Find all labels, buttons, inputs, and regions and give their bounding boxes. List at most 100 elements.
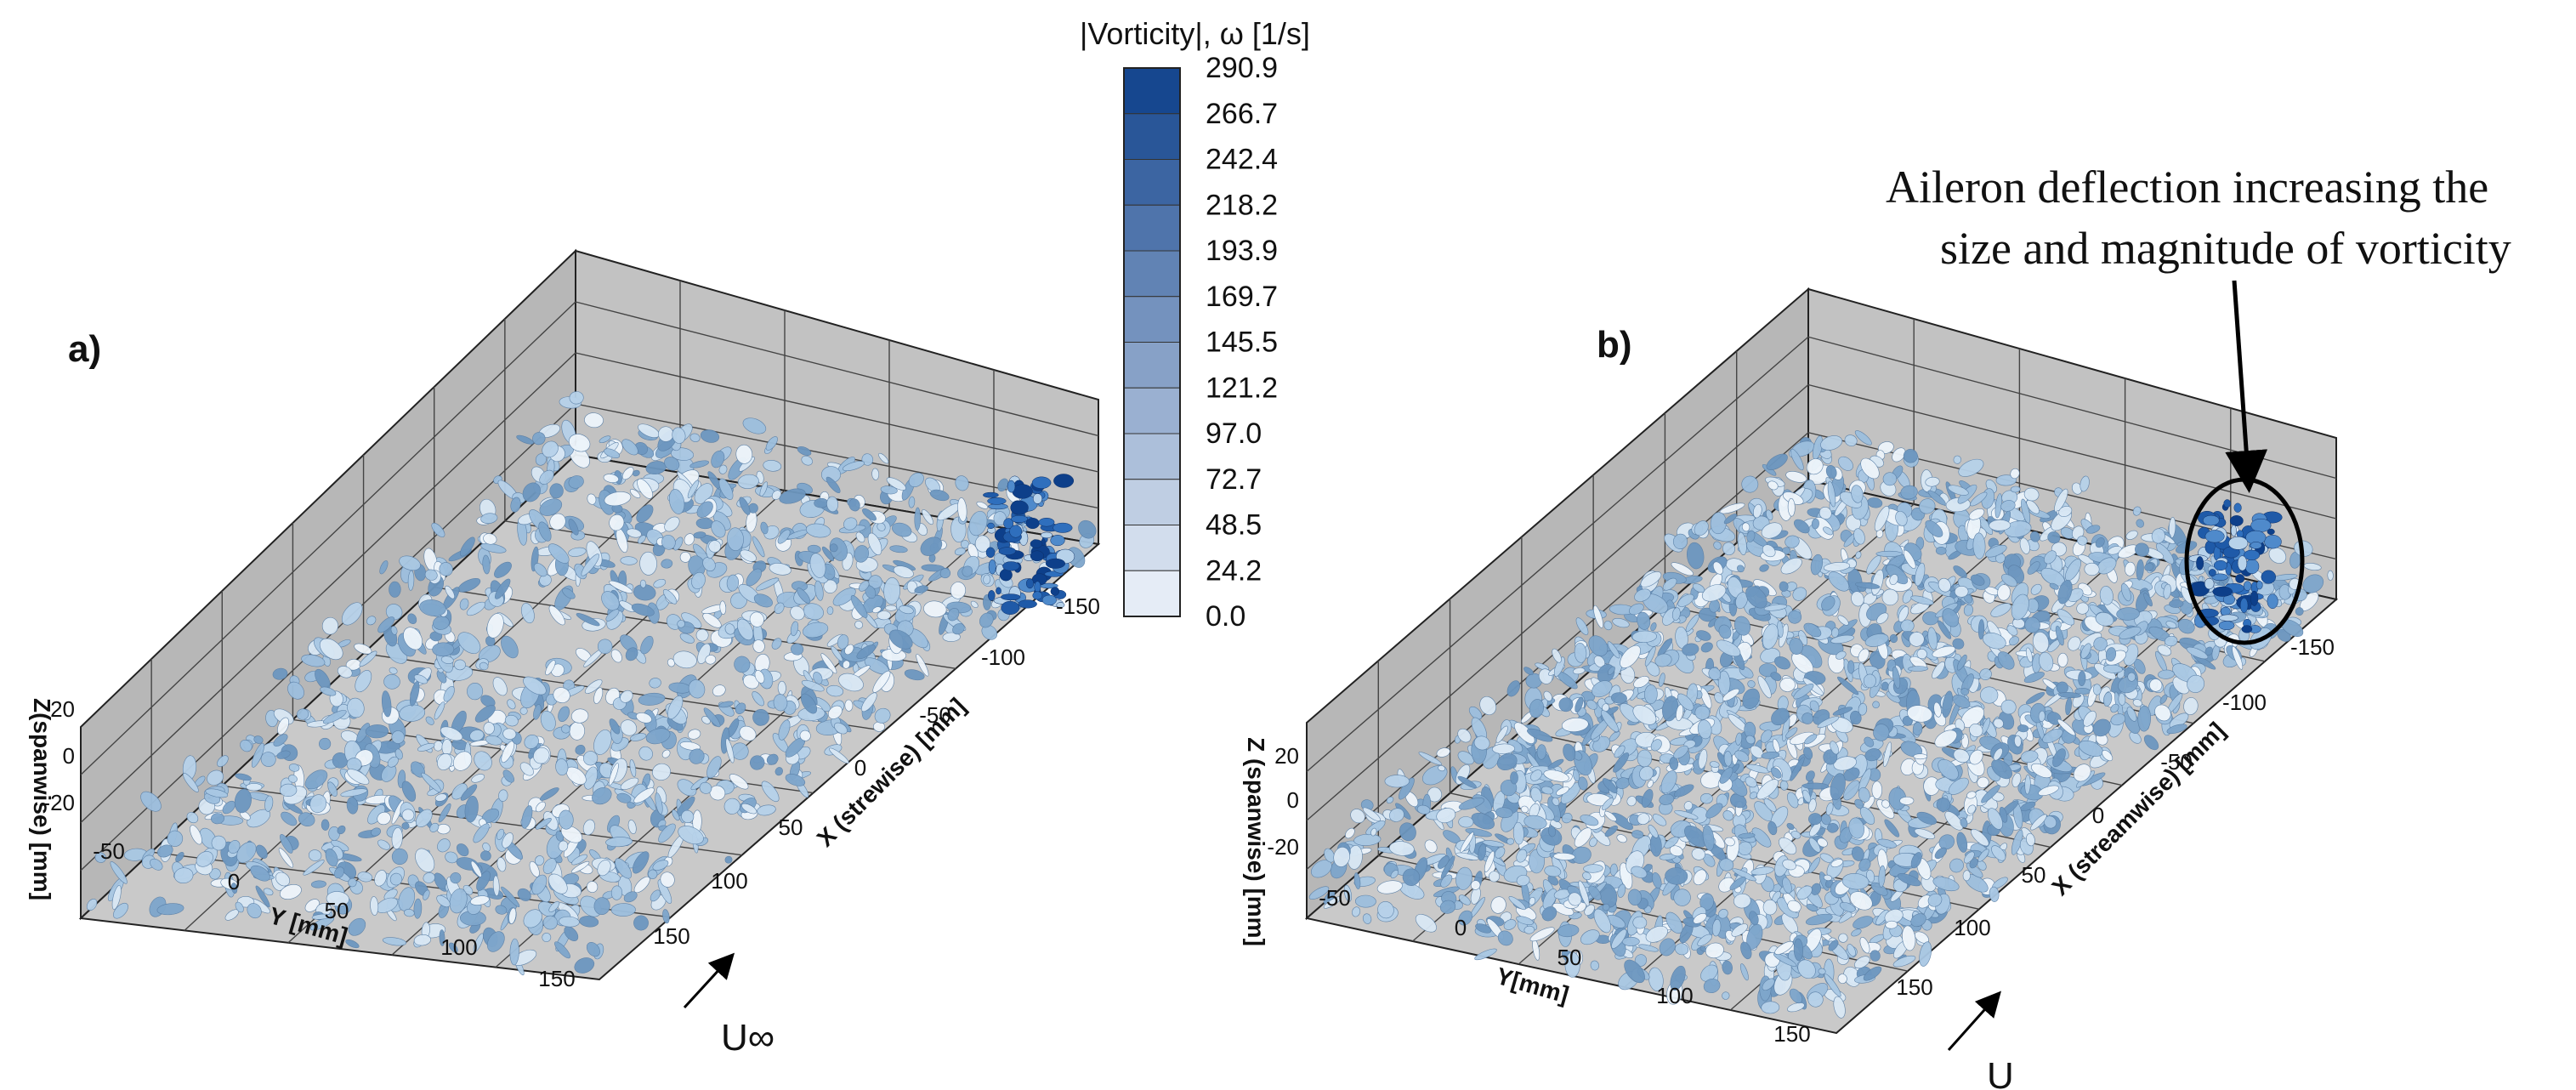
- vortex-blob: [790, 621, 799, 637]
- vortex-blob: [319, 737, 332, 750]
- vortex-blob: [494, 561, 512, 578]
- vortex-blob-high: [2237, 555, 2248, 571]
- vortex-blob: [752, 536, 765, 558]
- vortex-blob-high: [987, 497, 1007, 505]
- vortex-blob: [1989, 519, 2011, 531]
- vortex-blob: [309, 794, 327, 814]
- vortex-blob: [574, 957, 595, 974]
- vortex-blob: [1882, 472, 1898, 486]
- vortex-blob: [439, 929, 445, 946]
- vortex-blob: [1637, 749, 1653, 768]
- vortex-blob: [399, 555, 421, 571]
- vortex-blob: [684, 533, 695, 546]
- vortex-blob: [482, 554, 491, 575]
- vortex-blob: [734, 656, 751, 673]
- vortex-blob: [275, 871, 291, 887]
- vortex-blob: [892, 522, 912, 537]
- colorbar: |Vorticity|, ω [1/s] 290.9 266.7 242.4 218.…: [1080, 16, 1310, 633]
- vortex-blob: [1871, 781, 1883, 799]
- vortex-blob: [632, 469, 640, 477]
- vortex-blob: [638, 692, 666, 706]
- vortex-blob-high: [988, 559, 996, 575]
- vortex-blob: [610, 903, 636, 917]
- vortex-blob: [761, 781, 780, 803]
- vortex-blob: [549, 513, 566, 531]
- vortex-blob: [630, 733, 647, 741]
- vortex-blob: [545, 660, 556, 676]
- vortex-blob: [771, 638, 782, 650]
- vortex-blob: [1510, 771, 1518, 785]
- vortex-blob: [167, 830, 184, 847]
- vortex-blob: [1913, 753, 1928, 760]
- vortex-blob: [450, 872, 462, 884]
- vortex-blob: [637, 478, 653, 499]
- colorbar-cell: [1123, 387, 1181, 434]
- vortex-blob: [843, 660, 850, 669]
- vortex-blob: [871, 468, 880, 480]
- vortex-blob: [434, 793, 447, 802]
- vortex-blob: [739, 497, 751, 515]
- vortex-blob: [976, 501, 989, 509]
- vortex-blob: [190, 825, 202, 845]
- vortex-blob: [535, 801, 546, 813]
- vortex-blob: [834, 722, 848, 735]
- vortex-blob: [246, 783, 263, 792]
- vortex-blob: [868, 575, 882, 589]
- vortex-blob-high: [1053, 522, 1073, 533]
- colorbar-tick-label: 72.7: [1206, 463, 1262, 496]
- vortex-blob: [636, 504, 654, 523]
- vortex-blob-high: [1012, 484, 1033, 499]
- vortex-blob: [653, 578, 667, 588]
- vortex-blob: [814, 497, 829, 508]
- vortex-blob: [479, 661, 489, 671]
- y-tick-b-5: 150: [1773, 1021, 1810, 1047]
- z-tick-b-3: -20: [1267, 834, 1299, 860]
- vortex-blob: [854, 545, 870, 563]
- vortex-blob: [2057, 652, 2068, 667]
- vortex-blob: [568, 547, 587, 557]
- grid-line: [575, 301, 1099, 437]
- vortex-blob: [558, 840, 569, 852]
- vortex-blob: [742, 417, 767, 434]
- vortex-blob: [508, 907, 517, 924]
- vortex-blob: [423, 872, 435, 883]
- vortex-blob: [436, 823, 451, 835]
- vortex-blob: [304, 899, 320, 912]
- vortex-blob: [620, 719, 638, 736]
- x-tick-a-4: 0: [854, 755, 866, 781]
- vortex-blob-high: [1041, 531, 1053, 539]
- vortex-blob: [736, 618, 754, 641]
- vortex-blob: [502, 728, 517, 740]
- vortex-blob: [983, 574, 991, 585]
- vortex-blob-high: [2261, 570, 2277, 584]
- vortex-blob: [731, 742, 749, 760]
- vortex-blob: [635, 712, 652, 724]
- vortex-blob: [1458, 816, 1474, 828]
- vortex-blob: [287, 681, 304, 700]
- grid-line: [575, 352, 1099, 473]
- vortex-blob: [346, 797, 359, 815]
- vortex-blob: [778, 719, 791, 741]
- vortex-blob: [156, 903, 184, 916]
- vortex-blob: [908, 496, 916, 508]
- vortex-blob: [470, 860, 482, 877]
- y-tick-b-3: 50: [1558, 945, 1582, 970]
- colorbar-cells: [1123, 67, 1181, 617]
- vortex-blob-high: [2202, 514, 2220, 526]
- vortex-blob: [251, 742, 264, 768]
- vortex-blob: [735, 444, 753, 464]
- x-tick-b-5: 50: [2022, 862, 2046, 888]
- vortex-blob: [942, 632, 961, 642]
- vortex-blob: [947, 608, 960, 622]
- colorbar-tick-label: 145.5: [1206, 326, 1278, 359]
- panel-label-a: a): [68, 328, 101, 370]
- isosurface-panel-a: [86, 391, 1097, 976]
- vortex-blob: [457, 632, 481, 655]
- vortex-blob: [539, 498, 563, 516]
- colorbar-tick-label: 266.7: [1206, 98, 1278, 130]
- vortex-blob: [519, 762, 534, 776]
- vortex-blob-high: [1025, 578, 1035, 589]
- y-tick-a-5: 150: [538, 966, 575, 991]
- x-tick-b-2: -100: [2222, 690, 2267, 715]
- colorbar-tick-label: 193.9: [1206, 235, 1278, 267]
